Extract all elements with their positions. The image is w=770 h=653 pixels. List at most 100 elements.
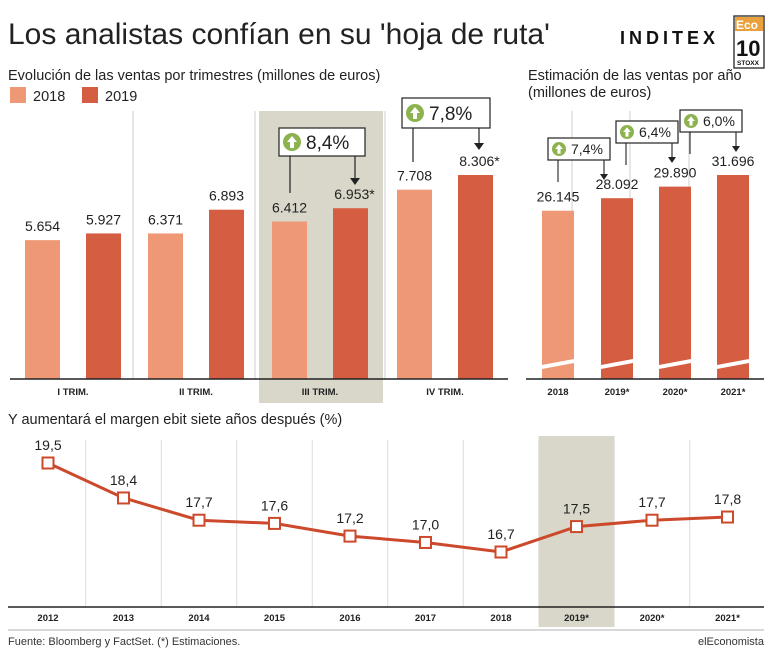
bar-label-2018-3: 6.412 bbox=[272, 200, 307, 216]
bar-label-2018-2: 6.371 bbox=[148, 211, 183, 227]
bar-label-2018-4: 7.708 bbox=[397, 168, 432, 184]
bar-label-2019-4: 8.306* bbox=[459, 153, 500, 169]
ebit-point-2017 bbox=[419, 535, 432, 549]
bar-label-2018-1: 5.654 bbox=[25, 218, 60, 234]
quarterly-chart-title: Evolución de las ventas por trimestres (… bbox=[8, 68, 380, 84]
annual-growth-badge-2: 6,4% bbox=[615, 120, 679, 144]
annual-growth-badge-1: 7,4% bbox=[547, 137, 611, 161]
annual-chart-title-line1: Estimación de las ventas por año bbox=[528, 68, 742, 84]
bar-2019-2 bbox=[209, 209, 244, 379]
ebit-point-2016 bbox=[343, 529, 357, 543]
ebit-x-tick-2013: 2013 bbox=[113, 613, 134, 624]
ebit-label-2014: 17,7 bbox=[185, 494, 212, 510]
annual-growth-badge-3-up-icon-arrow bbox=[687, 116, 695, 126]
ebit-label-2016: 17,2 bbox=[336, 510, 363, 526]
annual-badge-arrowhead-2 bbox=[668, 157, 676, 163]
growth-badge-q3-label: 8,4% bbox=[306, 133, 349, 154]
annual-growth-badge-2-up-icon bbox=[620, 125, 634, 139]
annual-x-tick-1: 2018 bbox=[547, 387, 568, 398]
ebit-line-chart: 19,5 2012 18,4 2013 17,7 2014 17,6 2015 17,2 2016… bbox=[8, 436, 764, 627]
bar-2019-3 bbox=[333, 208, 368, 379]
ebit-x-tick-2016: 2016 bbox=[339, 613, 360, 624]
ebit-label-2021: 17,8 bbox=[714, 491, 741, 507]
growth-badge-q3: 8,4% bbox=[278, 127, 366, 157]
bar-label-2019-3: 6.953* bbox=[334, 186, 375, 202]
footer-credit: elEconomista bbox=[698, 636, 765, 648]
ebit-point-2019 bbox=[570, 520, 583, 534]
axis-break-1 bbox=[542, 359, 574, 369]
ebit-label-2012: 19,5 bbox=[34, 437, 61, 453]
ebit-point-2020 bbox=[645, 513, 659, 527]
ebit-label-2018: 16,7 bbox=[487, 526, 514, 542]
eco-logo-sub: STOXX bbox=[737, 60, 760, 67]
ebit-label-2019: 17,5 bbox=[563, 501, 590, 517]
ebit-point-2018 bbox=[494, 545, 508, 559]
growth-badge-q3-up-icon-arrow bbox=[287, 136, 297, 148]
x-tick-2: II TRIM. bbox=[179, 387, 213, 398]
annual-growth-badge-1-label: 7,4% bbox=[571, 141, 603, 157]
x-tick-4: IV TRIM. bbox=[426, 387, 463, 398]
annual-growth-badge-2-box bbox=[615, 120, 679, 144]
annual-growth-badge-3-label: 6,0% bbox=[703, 113, 735, 129]
badge-q4-arrowhead bbox=[474, 143, 484, 150]
axis-break-3 bbox=[659, 359, 691, 369]
inditex-logo: INDITEX bbox=[620, 28, 719, 48]
bar-label-2019-1: 5.927 bbox=[86, 211, 121, 227]
ebit-chart-title: Y aumentará el margen ebit siete años de… bbox=[8, 412, 342, 428]
annual-growth-badge-2-up-icon-arrow bbox=[623, 127, 631, 137]
ebit-point-2013 bbox=[117, 491, 130, 505]
ebit-x-tick-2019: 2019* bbox=[564, 613, 589, 624]
annual-growth-badge-1-up-icon-arrow bbox=[555, 144, 563, 154]
ebit-point-2014 bbox=[192, 513, 206, 527]
eco-logo-number: 10 bbox=[736, 36, 760, 61]
ebit-label-2020: 17,7 bbox=[638, 494, 665, 510]
annual-badge-arrowhead-3 bbox=[732, 146, 740, 152]
annual-x-tick-3: 2020* bbox=[663, 387, 688, 398]
annual-growth-badge-3-box bbox=[679, 109, 743, 133]
page-title: Los analistas confían en su 'hoja de rut… bbox=[8, 18, 550, 51]
annual-bar-label-1: 26.145 bbox=[537, 189, 580, 205]
annual-growth-badge-3: 6,0% bbox=[679, 109, 743, 133]
eco-logo-top: Eco bbox=[736, 18, 758, 32]
legend-swatch-2018 bbox=[10, 87, 26, 103]
legend-swatch-2019 bbox=[82, 87, 98, 103]
axis-break-4 bbox=[717, 359, 749, 369]
ebit-x-tick-2014: 2014 bbox=[188, 613, 210, 624]
bar-2018-1 bbox=[25, 240, 60, 379]
eco10-logo: Eco 10 STOXX bbox=[733, 15, 765, 69]
badge-q3-arrowhead bbox=[350, 178, 360, 185]
legend: 2018 2019 bbox=[10, 87, 137, 105]
growth-badge-q4-up-icon-arrow bbox=[410, 107, 420, 119]
annual-bar-label-4: 31.696 bbox=[712, 153, 755, 169]
quarterly-bar-chart: 5.654 5.927 I TRIM. 6.371 6.893 II TRIM. 6.412… bbox=[10, 97, 508, 403]
annual-bar-label-3: 29.890 bbox=[654, 165, 697, 181]
x-tick-3: III TRIM. bbox=[302, 387, 338, 398]
ebit-label-2017: 17,0 bbox=[412, 516, 439, 532]
legend-label-2019: 2019 bbox=[105, 89, 137, 105]
annual-chart-title-line2: (millones de euros) bbox=[528, 85, 651, 101]
annual-growth-badge-2-label: 6,4% bbox=[639, 124, 671, 140]
annual-bar-label-2: 28.092 bbox=[596, 176, 639, 192]
ebit-point-2015 bbox=[268, 516, 281, 530]
bar-2019-1 bbox=[86, 233, 121, 379]
growth-badge-q4-up-icon bbox=[406, 104, 424, 122]
ebit-series-line bbox=[47, 461, 728, 554]
footer-source: Fuente: Bloomberg y FactSet. (*) Estimac… bbox=[8, 636, 240, 648]
growth-badge-q4-label: 7,8% bbox=[429, 104, 472, 125]
ebit-x-tick-2020: 2020* bbox=[640, 613, 665, 624]
annual-growth-badge-1-up-icon bbox=[552, 142, 566, 156]
legend-label-2018: 2018 bbox=[33, 89, 65, 105]
annual-bar-4 bbox=[717, 175, 749, 379]
ebit-x-tick-2012: 2012 bbox=[37, 613, 58, 624]
growth-badge-q3-up-icon bbox=[283, 133, 301, 151]
annual-bar-3 bbox=[659, 186, 691, 379]
bar-2018-2 bbox=[148, 233, 183, 379]
annual-x-tick-4: 2021* bbox=[721, 387, 746, 398]
annual-bar-2 bbox=[601, 198, 633, 379]
bar-2018-4 bbox=[397, 189, 432, 379]
annual-growth-badge-3-up-icon bbox=[684, 114, 698, 128]
growth-badge-q4: 7,8% bbox=[401, 97, 491, 129]
ebit-x-tick-2018: 2018 bbox=[490, 613, 511, 624]
ebit-label-2013: 18,4 bbox=[110, 472, 137, 488]
